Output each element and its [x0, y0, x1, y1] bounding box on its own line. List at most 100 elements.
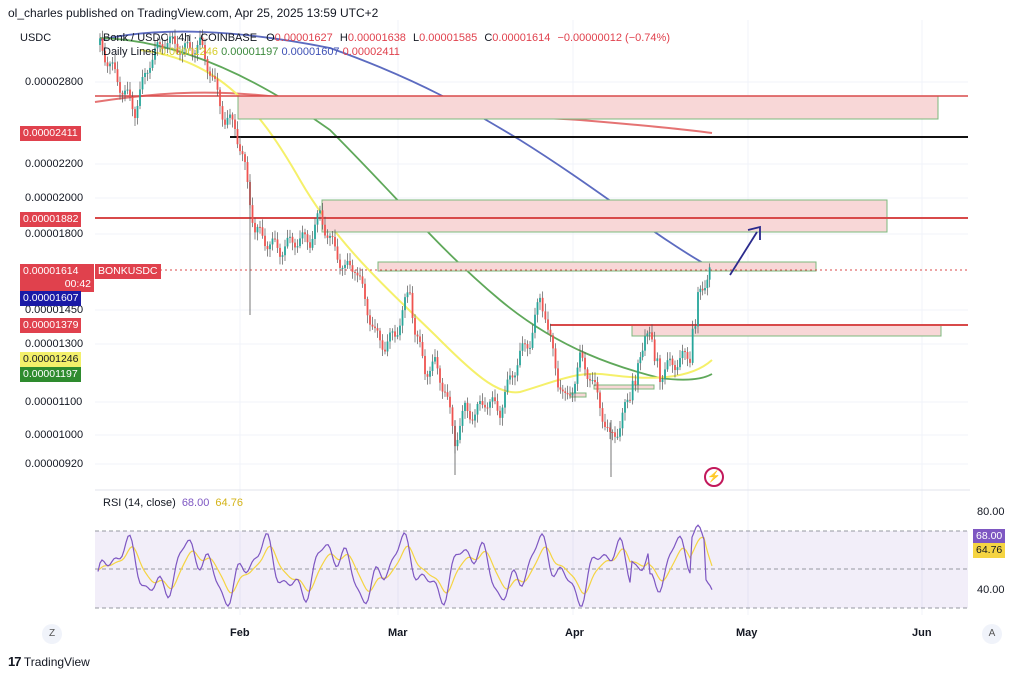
price-tick: 0.00001450 — [25, 304, 84, 316]
ma-red-price-label: 0.00002411 — [20, 126, 81, 141]
price-tick: 0.00001100 — [25, 396, 83, 408]
candle-body — [371, 324, 374, 327]
daily-lines-legend[interactable]: Daily Lines 0.00001246 0.00001197 0.0000… — [103, 46, 400, 58]
candle-body — [271, 238, 274, 245]
rsi-tick: 80.00 — [977, 506, 1005, 518]
candle-body — [439, 368, 441, 383]
candle-body — [701, 288, 704, 291]
candle-body — [496, 401, 499, 411]
candle-body — [699, 288, 702, 293]
candle-body — [136, 105, 139, 118]
candle-body — [366, 298, 369, 316]
candle-body — [134, 109, 136, 118]
candle-body — [581, 352, 584, 358]
rsi-legend[interactable]: RSI (14, close) 68.00 64.76 — [103, 497, 243, 509]
supply-zone-current — [377, 261, 817, 272]
projection-arrow-shaft — [729, 231, 758, 276]
candle-body — [289, 236, 291, 238]
candle-body — [131, 96, 134, 110]
candle-body — [304, 232, 306, 235]
tradingview-logo-icon: 17 — [8, 654, 22, 669]
candle-body — [516, 365, 519, 376]
candle-body — [604, 421, 606, 427]
candle-body — [571, 393, 574, 396]
price-tick: 0.00002000 — [25, 192, 84, 204]
candle-body — [176, 43, 179, 53]
tradingview-brand-text: TradingView — [23, 655, 90, 669]
ohlc-legend[interactable]: Bonk / USDC · 4h · COINBASE O0.00001627 … — [103, 32, 670, 44]
candle-body — [106, 62, 109, 67]
candle-body — [469, 410, 471, 420]
candle-body — [666, 360, 669, 370]
candle-body — [561, 389, 564, 392]
price-levels — [95, 95, 968, 326]
candle-body — [336, 246, 339, 260]
candle-body — [406, 292, 409, 298]
candle-body — [509, 375, 511, 380]
high-label: H — [339, 32, 348, 44]
candle-body — [171, 36, 174, 38]
candle-body — [421, 342, 424, 356]
price-tick: 0.00001300 — [25, 338, 84, 350]
z-button[interactable]: Z — [42, 624, 62, 644]
candle-body — [547, 319, 549, 330]
price-tick: 0.00001800 — [25, 228, 84, 240]
candle-body — [529, 347, 531, 349]
candle-body — [619, 428, 621, 437]
rsi-tick: 40.00 — [977, 584, 1005, 596]
candle-body — [679, 358, 681, 368]
candle-body — [399, 325, 401, 336]
candle-body — [191, 48, 194, 55]
open-value: 0.00001627 — [274, 32, 333, 44]
candle-body — [431, 361, 434, 371]
candle-body — [471, 419, 474, 421]
time-tick-jun: Jun — [912, 627, 932, 639]
candle-body — [164, 47, 166, 49]
candle-body — [139, 89, 141, 106]
candle-body — [204, 45, 206, 60]
candle-body — [306, 234, 309, 243]
demand-zone — [631, 324, 942, 337]
candle-body — [186, 42, 189, 44]
projection-arrow — [729, 225, 761, 276]
news-event-icon[interactable]: ⚡ — [704, 467, 724, 487]
candle-body — [334, 237, 336, 247]
candle-body — [648, 332, 651, 334]
a-button[interactable]: A — [982, 624, 1002, 644]
candle-body — [591, 380, 594, 382]
candle-body — [653, 339, 656, 362]
candle-body — [706, 279, 709, 288]
candle-body — [161, 44, 164, 49]
candle-body — [426, 374, 429, 377]
candle-body — [499, 410, 501, 418]
candle-body — [531, 332, 534, 348]
candle-body — [251, 205, 254, 223]
candle-body — [651, 332, 653, 340]
candle-body — [179, 52, 181, 55]
candle-body — [209, 71, 211, 76]
symbol-tag-label: BONKUSDC — [95, 264, 161, 279]
time-tick-apr: Apr — [565, 627, 584, 639]
candle-body — [451, 407, 454, 426]
price-tick: 0.00002800 — [25, 76, 84, 88]
candle-body — [449, 396, 451, 408]
candle-body — [519, 350, 521, 366]
candle-body — [671, 358, 674, 366]
candle-body — [409, 292, 411, 294]
candle-body — [344, 264, 346, 268]
candle-body — [381, 340, 384, 350]
candle-body — [151, 59, 154, 68]
tradingview-logo[interactable]: 17 TradingView — [8, 654, 90, 669]
candle-body — [549, 329, 552, 336]
candle-body — [254, 222, 256, 233]
candle-body — [276, 239, 279, 248]
ma-blue-line — [99, 30, 713, 269]
candle-body — [291, 236, 294, 243]
price-tick: 0.00002200 — [25, 158, 84, 170]
candle-body — [159, 42, 161, 45]
candle-body — [309, 242, 311, 248]
candle-body — [536, 302, 539, 315]
candle-body — [264, 235, 266, 247]
candle-body — [156, 42, 159, 49]
